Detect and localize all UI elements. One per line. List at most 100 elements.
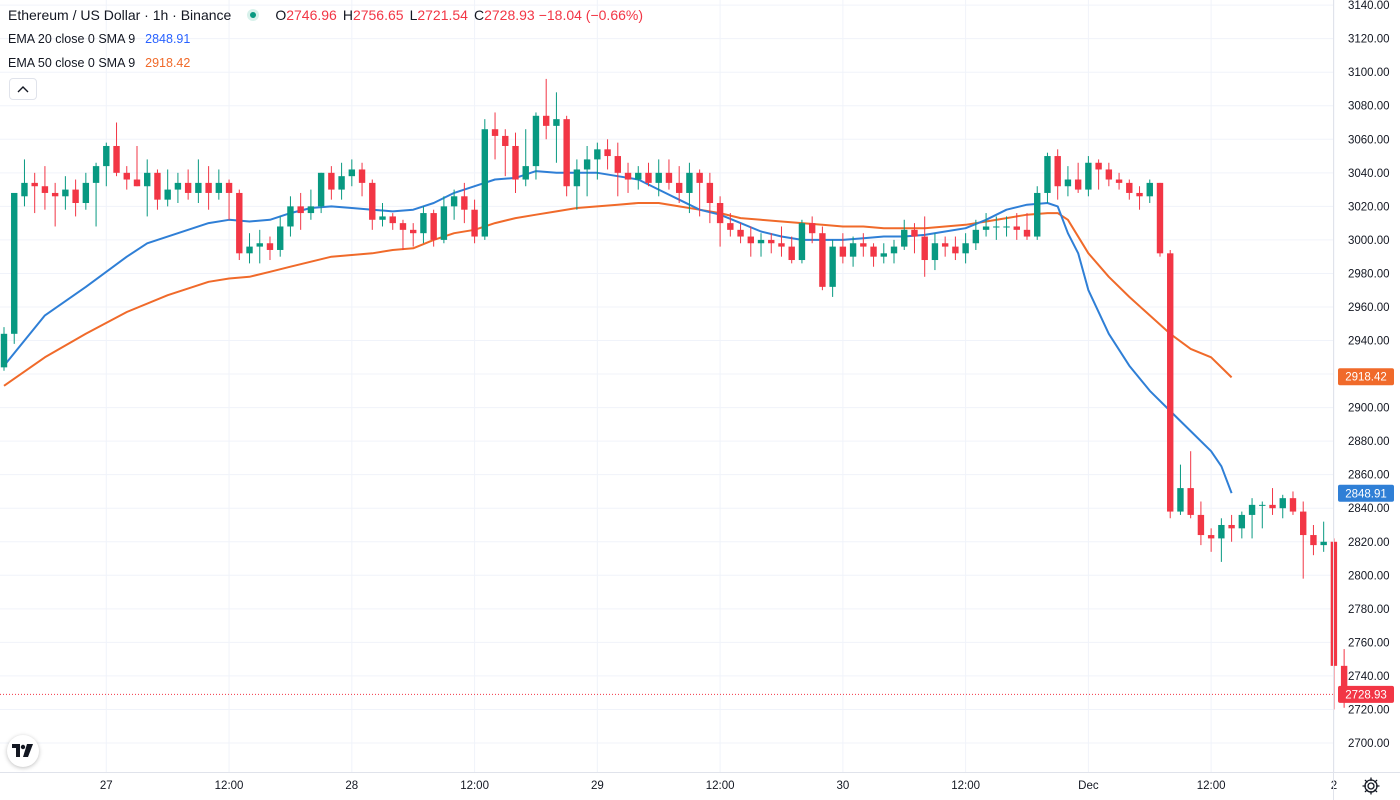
candle-body bbox=[502, 135, 509, 146]
y-tick-label: 3020.00 bbox=[1348, 201, 1390, 213]
y-tick-label: 2700.00 bbox=[1348, 738, 1390, 750]
candle bbox=[921, 216, 928, 277]
candle bbox=[1074, 162, 1082, 193]
candle-body bbox=[911, 229, 918, 237]
candle bbox=[1238, 511, 1246, 539]
candle-body bbox=[757, 239, 765, 244]
candle bbox=[215, 169, 223, 200]
gear-icon[interactable] bbox=[1361, 776, 1381, 796]
y-tick-label: 3040.00 bbox=[1348, 168, 1390, 180]
close-label: C bbox=[473, 7, 485, 23]
candle-body bbox=[51, 192, 59, 197]
candle-body bbox=[1054, 156, 1061, 187]
x-tick-label: 12:00 bbox=[706, 780, 735, 792]
candle bbox=[1003, 216, 1010, 237]
candle bbox=[768, 233, 775, 254]
candle bbox=[962, 233, 969, 264]
candle-body bbox=[645, 172, 652, 183]
candle bbox=[512, 132, 519, 193]
ema50-legend[interactable]: EMA 50 close 0 SMA 9 2918.42 bbox=[8, 56, 190, 70]
ema20-label: EMA 20 close 0 SMA 9 bbox=[8, 32, 136, 46]
candle-body bbox=[1320, 541, 1327, 546]
y-tick-label: 2900.00 bbox=[1348, 403, 1390, 415]
candle-body bbox=[583, 159, 591, 170]
candle bbox=[11, 192, 18, 344]
candle-body bbox=[1248, 504, 1256, 515]
candle-body bbox=[62, 189, 69, 197]
y-tick-label: 2720.00 bbox=[1348, 704, 1390, 716]
candle-body bbox=[440, 206, 448, 240]
symbol-title[interactable]: Ethereum / US Dollar · 1h · Binance bbox=[8, 7, 232, 23]
x-tick-label: 12:00 bbox=[951, 780, 980, 792]
candle bbox=[1289, 491, 1297, 515]
candle bbox=[1044, 152, 1051, 204]
last-price-tag-bg bbox=[1338, 685, 1394, 703]
tradingview-logo[interactable] bbox=[7, 735, 39, 767]
y-tick-label: 3100.00 bbox=[1348, 67, 1390, 79]
candle bbox=[1300, 501, 1307, 579]
candle bbox=[92, 162, 100, 227]
candle-body bbox=[491, 129, 499, 136]
collapse-legend-button[interactable] bbox=[9, 78, 37, 100]
candle-body bbox=[788, 246, 795, 261]
candle bbox=[113, 122, 120, 177]
market-status-dot[interactable] bbox=[247, 9, 260, 21]
candle bbox=[440, 196, 448, 244]
candle bbox=[379, 203, 386, 227]
candle bbox=[123, 166, 130, 190]
candle bbox=[287, 196, 294, 237]
candle bbox=[205, 166, 212, 210]
candle bbox=[757, 233, 765, 257]
candle bbox=[1013, 213, 1020, 240]
candle-body bbox=[31, 182, 38, 187]
y-tick-label: 3120.00 bbox=[1348, 34, 1390, 46]
candle-body bbox=[1310, 535, 1317, 546]
y-tick-label: 3080.00 bbox=[1348, 101, 1390, 113]
candle-body bbox=[1269, 504, 1276, 509]
candle-body bbox=[594, 149, 601, 160]
ema20-legend[interactable]: EMA 20 close 0 SMA 9 2848.91 bbox=[8, 32, 190, 46]
candle bbox=[450, 189, 458, 220]
candle bbox=[481, 119, 489, 240]
candle bbox=[931, 233, 939, 271]
candle-body bbox=[1105, 169, 1113, 180]
candle-body bbox=[1259, 504, 1266, 506]
candle bbox=[256, 229, 263, 264]
candle-body bbox=[716, 203, 724, 224]
candle-body bbox=[205, 182, 212, 193]
candle-body bbox=[144, 172, 151, 187]
candle bbox=[686, 162, 693, 214]
grid bbox=[0, 0, 1335, 772]
candle bbox=[808, 216, 816, 244]
candle bbox=[880, 243, 887, 264]
candle bbox=[1105, 162, 1113, 187]
y-tick-label: 2780.00 bbox=[1348, 604, 1390, 616]
candle bbox=[614, 142, 621, 197]
ema20-price-tag-bg bbox=[1338, 484, 1394, 502]
candle-body bbox=[1197, 514, 1205, 536]
candle-body bbox=[1228, 524, 1235, 529]
y-tick-label: 2940.00 bbox=[1348, 336, 1390, 348]
candle bbox=[1126, 179, 1133, 200]
candle bbox=[1146, 179, 1153, 204]
candle bbox=[553, 92, 560, 163]
ema20-value: 2848.91 bbox=[145, 32, 191, 46]
x-tick-label: Dec bbox=[1078, 780, 1099, 792]
candle-body bbox=[839, 246, 847, 257]
candle bbox=[645, 162, 652, 187]
price-labels: 2918.42 2848.91 2728.93 bbox=[1338, 368, 1394, 703]
candle bbox=[716, 196, 724, 247]
y-tick-label: 2740.00 bbox=[1348, 671, 1390, 683]
candle-body bbox=[246, 246, 253, 254]
candle bbox=[1279, 494, 1286, 519]
candle-body bbox=[1340, 665, 1348, 695]
candle-body bbox=[430, 213, 437, 240]
candle-body bbox=[808, 223, 816, 234]
candle-body bbox=[768, 239, 775, 244]
candle bbox=[1085, 156, 1092, 197]
candle-body bbox=[1115, 179, 1123, 183]
candle-body bbox=[369, 182, 376, 220]
candle-body bbox=[522, 166, 529, 180]
candle bbox=[1310, 524, 1317, 556]
